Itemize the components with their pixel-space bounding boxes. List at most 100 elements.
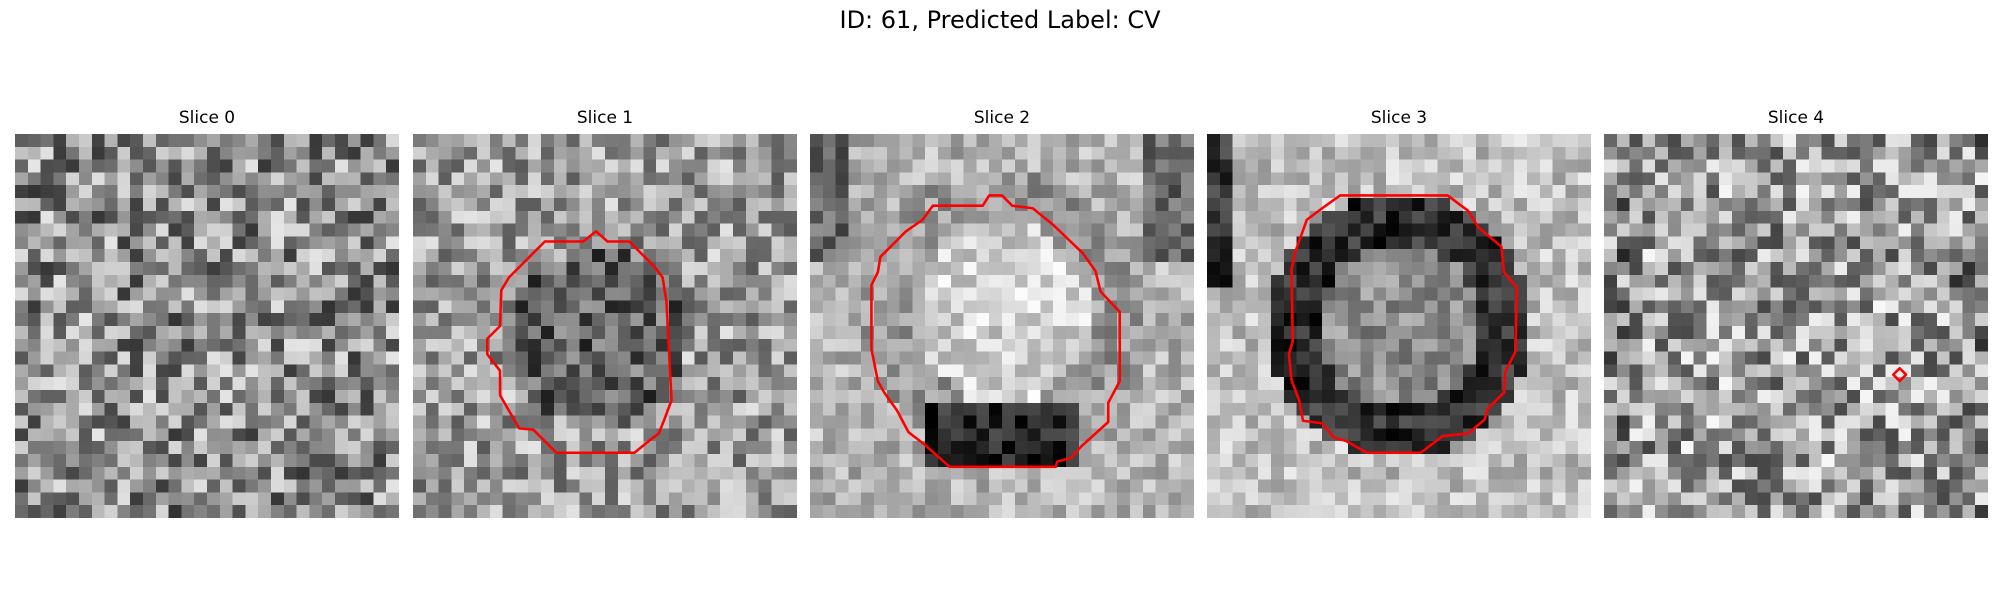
image-pixel <box>1924 492 1938 506</box>
image-pixel <box>15 236 29 250</box>
image-pixel <box>733 377 747 391</box>
image-pixel <box>1770 134 1784 148</box>
image-pixel <box>1322 390 1336 404</box>
image-pixel <box>617 351 631 365</box>
image-pixel <box>1629 198 1643 212</box>
image-pixel <box>938 134 952 148</box>
image-pixel <box>707 172 721 186</box>
image-pixel <box>1091 300 1105 314</box>
image-pixel <box>1565 249 1579 263</box>
image-pixel <box>347 287 361 301</box>
image-pixel <box>309 236 323 250</box>
image-pixel <box>438 466 452 480</box>
image-pixel <box>1719 172 1733 186</box>
image-pixel <box>1808 428 1822 442</box>
image-pixel <box>181 249 195 263</box>
image-pixel <box>1872 274 1886 288</box>
image-pixel <box>425 492 439 506</box>
image-pixel <box>1860 415 1874 429</box>
image-pixel <box>1949 479 1963 493</box>
image-pixel <box>1219 492 1233 506</box>
image-pixel <box>1860 236 1874 250</box>
image-pixel <box>1450 402 1464 416</box>
image-pixel <box>1181 159 1194 173</box>
image-pixel <box>1578 454 1591 468</box>
image-pixel <box>976 428 990 442</box>
image-pixel <box>822 326 836 340</box>
image-pixel <box>515 326 529 340</box>
image-pixel <box>1258 185 1272 199</box>
image-pixel <box>1936 274 1950 288</box>
image-pixel <box>553 249 567 263</box>
image-pixel <box>1219 313 1233 327</box>
image-pixel <box>1770 428 1784 442</box>
image-pixel <box>1719 185 1733 199</box>
image-pixel <box>1130 300 1144 314</box>
image-pixel <box>1053 185 1067 199</box>
image-pixel <box>874 428 888 442</box>
image-pixel <box>1168 172 1182 186</box>
image-pixel <box>1360 338 1374 352</box>
image-pixel <box>1066 466 1080 480</box>
image-pixel <box>720 198 734 212</box>
image-pixel <box>1027 172 1041 186</box>
image-pixel <box>643 185 657 199</box>
image-pixel <box>1411 146 1425 160</box>
image-pixel <box>579 505 593 518</box>
image-pixel <box>40 146 54 160</box>
image-pixel <box>1335 172 1349 186</box>
image-pixel <box>309 441 323 455</box>
image-pixel <box>309 172 323 186</box>
image-pixel <box>245 236 259 250</box>
image-pixel <box>950 505 964 518</box>
image-pixel <box>656 287 670 301</box>
image-pixel <box>886 185 900 199</box>
image-pixel <box>1014 492 1028 506</box>
image-pixel <box>1642 428 1656 442</box>
image-pixel <box>335 287 349 301</box>
image-pixel <box>1578 146 1591 160</box>
image-pixel <box>117 402 131 416</box>
image-pixel <box>681 402 695 416</box>
image-pixel <box>1770 441 1784 455</box>
image-pixel <box>1232 466 1246 480</box>
image-pixel <box>1411 134 1425 148</box>
image-pixel <box>630 364 644 378</box>
image-pixel <box>707 262 721 276</box>
image-pixel <box>1616 210 1630 224</box>
image-pixel <box>1066 172 1080 186</box>
image-pixel <box>1642 415 1656 429</box>
image-pixel <box>643 364 657 378</box>
image-pixel <box>1693 300 1707 314</box>
image-pixel <box>219 236 233 250</box>
image-pixel <box>1821 454 1835 468</box>
image-pixel <box>104 210 118 224</box>
image-pixel <box>694 185 708 199</box>
image-pixel <box>1040 402 1054 416</box>
image-pixel <box>1565 351 1579 365</box>
image-pixel <box>1527 377 1541 391</box>
image-pixel <box>771 454 785 468</box>
image-pixel <box>1898 364 1912 378</box>
image-pixel <box>386 377 399 391</box>
image-pixel <box>656 134 670 148</box>
image-pixel <box>1488 441 1502 455</box>
image-pixel <box>1604 134 1618 148</box>
image-pixel <box>194 377 208 391</box>
image-pixel <box>861 198 875 212</box>
image-pixel <box>822 210 836 224</box>
image-pixel <box>130 326 144 340</box>
image-pixel <box>104 223 118 237</box>
image-pixel <box>79 326 93 340</box>
image-pixel <box>886 351 900 365</box>
image-pixel <box>1860 300 1874 314</box>
image-pixel <box>592 415 606 429</box>
image-pixel <box>1680 262 1694 276</box>
image-pixel <box>874 159 888 173</box>
image-pixel <box>1655 402 1669 416</box>
image-pixel <box>1680 274 1694 288</box>
image-pixel <box>1078 236 1092 250</box>
image-pixel <box>1168 313 1182 327</box>
image-pixel <box>1117 223 1131 237</box>
image-pixel <box>950 134 964 148</box>
